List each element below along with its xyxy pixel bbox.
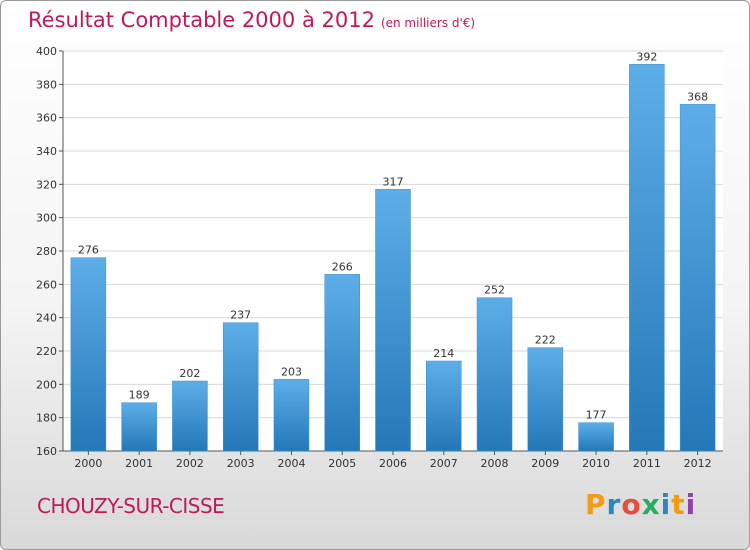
x-tick-label: 2009 [531,457,559,470]
x-tick-label: 2003 [227,457,255,470]
bar [578,422,614,452]
x-tick-label: 2008 [481,457,509,470]
y-tick-label: 220 [36,345,57,358]
chart-title: Résultat Comptable 2000 à 2012 (en millie… [28,8,475,32]
y-tick-label: 340 [36,145,57,158]
bar [273,379,310,452]
logo-letter: t [671,488,686,521]
y-tick-label: 240 [36,312,57,325]
bar [527,347,564,452]
bar [476,297,513,452]
x-tick-label: 2002 [176,457,204,470]
bar-value-label: 252 [484,284,505,297]
y-tick-label: 280 [36,245,57,258]
bar-value-label: 203 [281,365,302,378]
bar-value-label: 214 [433,347,454,360]
x-tick-label: 2004 [277,457,305,470]
y-tick-label: 180 [36,412,57,425]
bar [679,104,716,452]
bar [324,274,360,452]
x-tick-label: 2006 [379,457,407,470]
bar [222,322,259,452]
y-tick-label: 320 [36,178,57,191]
bar-value-label: 392 [636,50,657,63]
x-tick-label: 2012 [684,457,712,470]
x-tick-label: 2010 [582,457,610,470]
y-tick-label: 200 [36,378,57,391]
logo-letter: o [621,488,642,521]
y-tick-label: 360 [36,112,57,125]
bar-value-label: 189 [129,389,150,402]
bar-value-label: 317 [383,175,404,188]
bar-value-label: 276 [78,244,99,257]
commune-name: CHOUZY-SUR-CISSE [37,494,225,518]
y-tick-label: 380 [36,78,57,91]
logo-letter: x [641,488,661,521]
y-tick-label: 160 [36,445,57,458]
x-tick-label: 2011 [633,457,661,470]
bar [426,360,462,452]
y-tick-label: 300 [36,212,57,225]
bar [629,64,665,452]
logo-letter: i [685,488,697,521]
x-tick-label: 2007 [430,457,458,470]
logo-letter: r [606,488,622,521]
bar-value-label: 266 [332,260,353,273]
chart-title-text: Résultat Comptable 2000 à 2012 [28,8,375,32]
bar [172,380,208,452]
bar-value-label: 237 [230,309,251,322]
bar-value-label: 222 [535,334,556,347]
x-tick-label: 2005 [328,457,356,470]
bar [121,402,157,452]
y-tick-label: 400 [36,45,57,58]
proxiti-logo: Proxiti [585,488,696,521]
x-tick-label: 2001 [125,457,153,470]
x-tick-label: 2000 [74,457,102,470]
bar [70,257,107,452]
chart-subtitle: (en milliers d'€) [380,16,476,30]
bar [375,189,411,452]
logo-letter: i [660,488,672,521]
bar-value-label: 202 [179,367,200,380]
bar-value-label: 368 [687,90,708,103]
bar-value-label: 177 [586,409,607,422]
logo-letter: P [585,488,607,521]
y-tick-label: 260 [36,278,57,291]
